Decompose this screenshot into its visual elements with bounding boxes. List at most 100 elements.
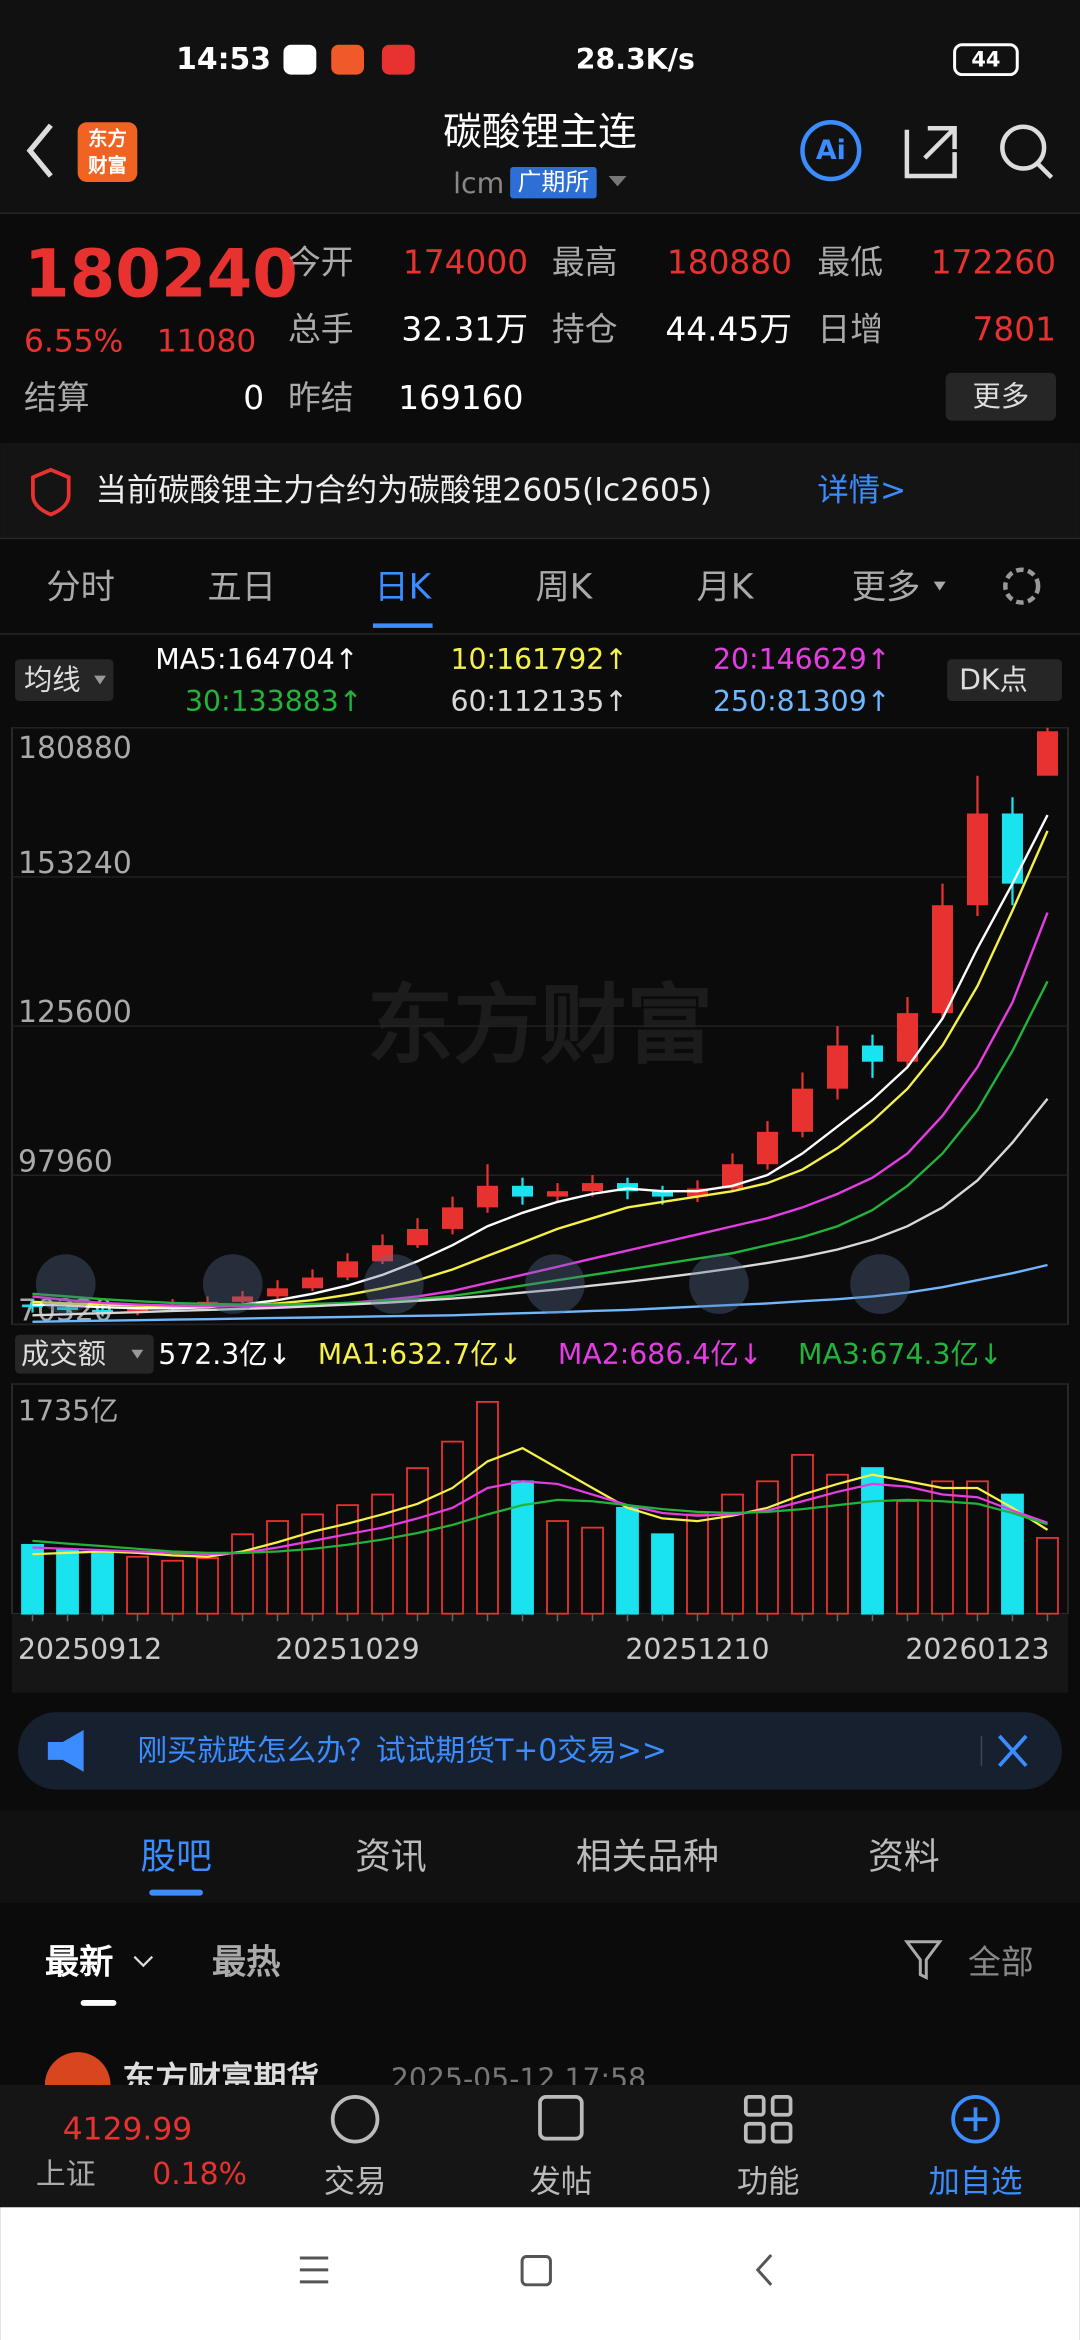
- field-label: 昨结: [288, 379, 354, 417]
- chart-control[interactable]: [689, 1254, 749, 1314]
- volume-ma-legend: MA3:674.3亿↓: [798, 1338, 1003, 1371]
- ma-name: 30: [185, 684, 221, 717]
- candle-body: [127, 1308, 149, 1312]
- menu-key[interactable]: [299, 2256, 329, 2284]
- function-cell: [770, 2121, 793, 2144]
- ma-name: 250: [713, 684, 767, 717]
- ai-button[interactable]: [800, 120, 862, 182]
- sort-tab[interactable]: 最热: [212, 1943, 281, 1983]
- nav-label[interactable]: 发帖: [530, 2164, 593, 2200]
- candle-body: [1001, 813, 1023, 884]
- chart-control[interactable]: [35, 1254, 96, 1314]
- y-tick-label: 1735亿: [18, 1394, 118, 1427]
- dk-button[interactable]: [947, 659, 1062, 701]
- filter-label: 全部: [968, 1944, 1034, 1982]
- period-tab[interactable]: 月K: [697, 568, 755, 608]
- chart-control[interactable]: [202, 1254, 263, 1314]
- y-tick-label: 125600: [18, 995, 132, 1030]
- index-name: 上证: [36, 2157, 96, 2192]
- volume-bar: [861, 1467, 884, 1615]
- ma-arrow: ↓: [739, 1338, 763, 1371]
- candle-body: [651, 1191, 673, 1197]
- ma-name: 60: [451, 684, 487, 717]
- more-button[interactable]: [945, 372, 1057, 421]
- dk-button-label: DK点: [959, 664, 1028, 697]
- ma-value: 81309: [777, 684, 867, 717]
- function-icon[interactable]: [743, 2095, 793, 2144]
- period-tab[interactable]: 日K: [374, 568, 432, 608]
- ad-close[interactable]: [997, 1734, 1028, 1768]
- post-icon[interactable]: [538, 2095, 584, 2141]
- period-tab[interactable]: 五日: [207, 568, 276, 608]
- field-value: 0: [243, 379, 264, 417]
- chart-control[interactable]: [850, 1254, 910, 1314]
- period-tab[interactable]: 分时: [46, 568, 115, 608]
- last-price: 180240: [24, 236, 298, 312]
- chart-control[interactable]: [364, 1254, 424, 1314]
- candle-body: [372, 1245, 394, 1262]
- candle-body: [826, 1045, 848, 1089]
- ai-label: Ai: [816, 135, 846, 166]
- ma-button[interactable]: [15, 659, 114, 701]
- share-button[interactable]: [904, 126, 957, 179]
- back-button[interactable]: [26, 123, 53, 178]
- change-pct: 6.55%: [24, 324, 123, 360]
- change: 11080: [157, 324, 257, 360]
- axis-bg: [12, 1613, 1068, 1693]
- ma-legend: 10:161792↑: [451, 643, 628, 676]
- notice-link: 详情>: [817, 473, 906, 509]
- volume-arrow: ↓: [268, 1338, 292, 1371]
- ma-name: 20: [713, 643, 749, 676]
- system-nav: [0, 2207, 1080, 2340]
- period-tab[interactable]: 周K: [535, 568, 593, 608]
- trade-icon[interactable]: [330, 2095, 380, 2144]
- nav-label[interactable]: 功能: [737, 2164, 800, 2200]
- ad-icon: [47, 1730, 84, 1772]
- filter-icon[interactable]: [903, 1940, 943, 1981]
- candle-body: [721, 1164, 743, 1189]
- ma-value: 686.4亿: [629, 1338, 738, 1371]
- candle-body: [92, 1309, 114, 1313]
- section-tab[interactable]: 相关品种: [576, 1836, 719, 1877]
- candle-body: [861, 1045, 883, 1062]
- section-tab[interactable]: 资讯: [355, 1836, 427, 1877]
- back-key[interactable]: [755, 2253, 773, 2286]
- volume-button[interactable]: [15, 1334, 154, 1374]
- candle-body: [407, 1228, 429, 1246]
- nav-label[interactable]: 加自选: [929, 2164, 1023, 2200]
- ma-name: MA3: [798, 1338, 860, 1371]
- search-button[interactable]: [1000, 124, 1047, 171]
- candle-body: [232, 1296, 254, 1302]
- field-value: 32.31万: [401, 311, 528, 349]
- ma-name: MA1: [318, 1338, 380, 1371]
- sort-tab[interactable]: 最新: [45, 1943, 114, 1983]
- candle-body: [581, 1183, 603, 1192]
- section-tabs-bg: [0, 1810, 1080, 1904]
- volume-bar: [56, 1549, 79, 1615]
- ma-line: [32, 980, 1049, 1306]
- dropdown-arrow[interactable]: [608, 175, 627, 187]
- add-watch-icon[interactable]: [951, 2095, 1000, 2144]
- ma-name: MA5: [155, 643, 217, 676]
- field-value: 172260: [931, 243, 1056, 281]
- x-tick-label: 20250912: [18, 1633, 162, 1666]
- field-label: 最高: [552, 243, 618, 281]
- section-tab[interactable]: 资料: [868, 1836, 940, 1877]
- field-label: 结算: [24, 379, 90, 417]
- candle-body: [57, 1307, 79, 1310]
- period-tab[interactable]: 更多: [852, 568, 921, 608]
- section-tab[interactable]: 股吧: [140, 1836, 212, 1877]
- chart-control[interactable]: [525, 1254, 585, 1314]
- settings-button[interactable]: [1003, 567, 1041, 605]
- candle-body: [512, 1185, 534, 1197]
- home-key[interactable]: [520, 2254, 552, 2287]
- candle-body: [477, 1185, 499, 1208]
- dropdown-arrow: [94, 675, 107, 685]
- ad-banner[interactable]: [18, 1712, 1062, 1790]
- ma-legend: 250:81309↑: [713, 684, 890, 717]
- y-tick-label: 153240: [18, 846, 132, 881]
- volume-bar: [616, 1506, 639, 1615]
- nav-label[interactable]: 交易: [324, 2164, 387, 2200]
- field-value: 169160: [398, 379, 523, 417]
